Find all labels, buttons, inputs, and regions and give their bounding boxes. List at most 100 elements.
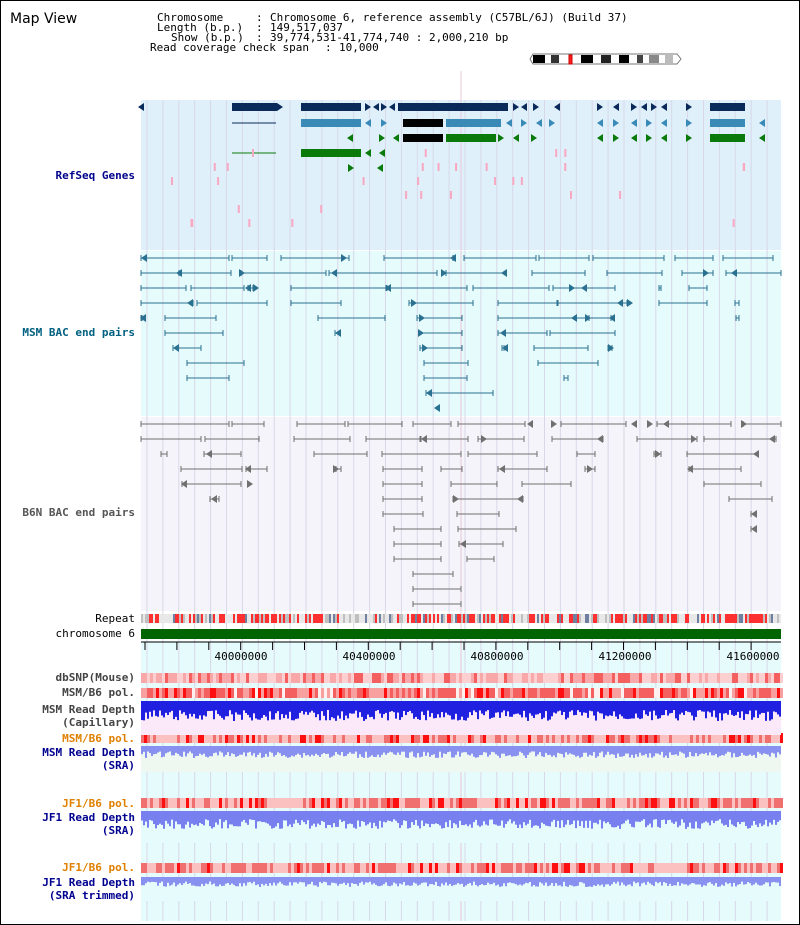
polymorphism-cell	[537, 798, 540, 808]
depth-bar	[179, 811, 181, 825]
msm-read-depth-capillary-label[interactable]: MSM Read Depth	[42, 703, 135, 716]
jf1-read-depth-trimmed-label[interactable]: JF1 Read Depth	[42, 876, 135, 889]
polymorphism-cell	[624, 688, 627, 698]
depth-bar	[497, 877, 499, 885]
depth-bar	[611, 746, 613, 755]
polymorphism-cell	[285, 688, 288, 698]
polymorphism-cell	[210, 733, 213, 743]
msm-bac-label[interactable]: MSM BAC end pairs	[22, 326, 135, 339]
polymorphism-cell	[648, 798, 651, 808]
depth-bar	[495, 746, 497, 755]
b6n-bac-label[interactable]: B6N BAC end pairs	[22, 506, 135, 519]
depth-bar	[213, 746, 215, 754]
depth-bar	[369, 811, 371, 823]
depth-bar	[507, 811, 509, 822]
refseq-genes-label[interactable]: RefSeq Genes	[55, 169, 135, 182]
depth-bar	[551, 877, 553, 883]
jf1-b6-pol-label[interactable]: JF1/B6 pol.	[62, 797, 135, 810]
polymorphism-cell	[396, 688, 399, 698]
depth-bar	[417, 877, 419, 886]
dbsnp-label[interactable]: dbSNP(Mouse)	[55, 671, 135, 684]
strand-arrow	[441, 269, 447, 277]
jf1-b6-pol-label-2[interactable]: JF1/B6 pol.	[62, 861, 135, 874]
strand-arrow	[686, 103, 692, 111]
polymorphism-cell	[357, 733, 360, 743]
depth-bar	[415, 877, 417, 884]
polymorphism-cell	[552, 733, 555, 743]
polymorphism-cell	[465, 798, 468, 808]
msm-read-depth-sra-label[interactable]: MSM Read Depth	[42, 746, 135, 759]
msm-read-depth-sra-sub: (SRA)	[101, 759, 135, 772]
strand-arrow	[206, 450, 212, 458]
chromosome-ideogram[interactable]	[529, 53, 683, 65]
depth-bar	[775, 701, 777, 713]
polymorphism-cell	[645, 688, 648, 698]
depth-bar	[193, 746, 195, 758]
repeat-element	[215, 614, 217, 623]
polymorphism-cell	[405, 733, 408, 743]
polymorphism-cell	[144, 673, 147, 683]
depth-bar	[615, 877, 617, 884]
depth-bar	[347, 811, 349, 825]
polymorphism-cell	[444, 798, 447, 808]
repeat-element	[163, 614, 165, 623]
polymorphism-cell	[681, 863, 684, 873]
polymorphism-cell	[558, 733, 561, 743]
polymorphism-cell	[669, 863, 672, 873]
polymorphism-cell	[201, 863, 204, 873]
depth-bar	[145, 701, 147, 713]
polymorphism-cell	[150, 688, 153, 698]
depth-bar	[235, 746, 237, 757]
polymorphism-cell	[528, 733, 531, 743]
gene-marker	[455, 163, 458, 171]
depth-bar	[709, 701, 711, 713]
depth-bar	[367, 811, 369, 825]
depth-bar	[689, 701, 691, 713]
depth-bar	[669, 746, 671, 753]
depth-bar	[711, 746, 713, 756]
depth-bar	[413, 701, 415, 719]
depth-bar	[253, 877, 255, 882]
polymorphism-cell	[303, 798, 306, 808]
polymorphism-cell	[780, 733, 783, 743]
polymorphism-cell	[711, 673, 714, 683]
polymorphism-cell	[705, 798, 708, 808]
polymorphism-cell	[453, 863, 456, 873]
polymorphism-cell	[249, 733, 252, 743]
polymorphism-cell	[597, 798, 600, 808]
depth-bar	[543, 877, 545, 886]
depth-bar	[389, 877, 391, 887]
polymorphism-cell	[543, 673, 546, 683]
jf1-read-depth-sra-label[interactable]: JF1 Read Depth	[42, 811, 135, 824]
polymorphism-cell	[486, 688, 489, 698]
polymorphism-cell	[459, 863, 462, 873]
depth-bar	[191, 701, 193, 717]
msm-b6-pol-label-2[interactable]: MSM/B6 pol.	[62, 732, 135, 745]
polymorphism-cell	[723, 673, 726, 683]
depth-bar	[343, 811, 345, 821]
depth-bar	[221, 701, 223, 718]
repeat-element	[329, 614, 331, 623]
polymorphism-cell	[627, 673, 630, 683]
polymorphism-cell	[519, 733, 522, 743]
depth-bar	[771, 877, 773, 883]
depth-bar	[731, 746, 733, 758]
msm-b6-pol-label[interactable]: MSM/B6 pol.	[62, 686, 135, 699]
depth-bar	[645, 877, 647, 885]
depth-bar	[551, 701, 553, 717]
polymorphism-cell	[186, 673, 189, 683]
polymorphism-cell	[162, 733, 165, 743]
depth-bar	[579, 877, 581, 883]
depth-bar	[457, 746, 459, 752]
polymorphism-cell	[663, 863, 666, 873]
polymorphism-cell	[483, 688, 486, 698]
polymorphism-cell	[213, 798, 216, 808]
depth-bar	[533, 746, 535, 752]
depth-bar	[565, 746, 567, 753]
depth-bar	[297, 701, 299, 719]
depth-bar	[591, 877, 593, 887]
depth-bar	[739, 701, 741, 718]
depth-bar	[155, 811, 157, 829]
repeat-element	[351, 614, 353, 623]
